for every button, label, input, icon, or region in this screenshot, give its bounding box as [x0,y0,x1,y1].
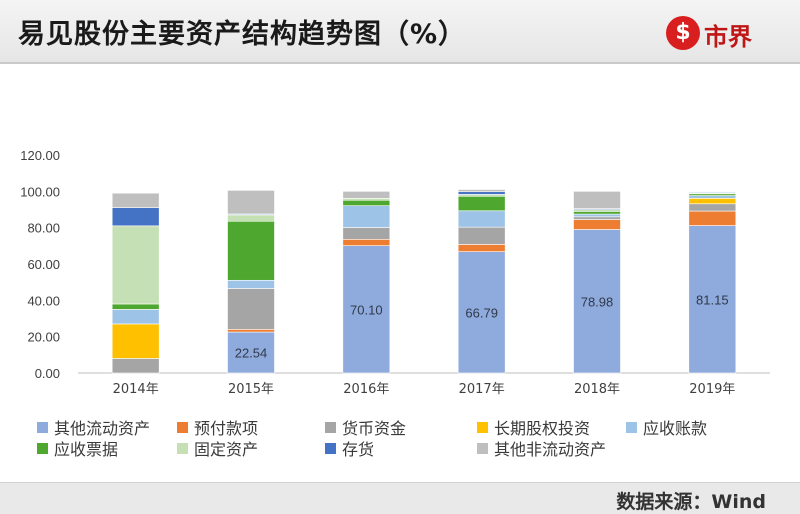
x-tick-label: 2017年 [459,382,505,397]
y-tick-label: 120.00 [20,148,60,163]
legend-item: 预付款项 [177,417,259,438]
data-label: 81.15 [696,292,729,307]
footer: 数据来源：Wind [0,482,800,514]
legend-label: 固定资产 [194,440,259,459]
bar-segment [457,244,506,252]
logo-text: 市界 [704,23,752,51]
y-tick-label: 20.00 [27,330,60,345]
bar-segment [457,226,506,245]
data-label: 22.54 [235,346,268,361]
legend-swatch [626,421,637,433]
bar-segment [342,238,391,246]
legend-item: 应收账款 [626,417,708,438]
legend-label: 其他非流动资产 [494,440,607,459]
legend-swatch [477,421,488,433]
x-tick-label: 2014年 [113,382,159,397]
x-tick-label: 2015年 [228,382,274,397]
bar-segment [342,205,391,228]
legend-item: 货币资金 [325,417,407,438]
legend-swatch [325,421,336,433]
data-label: 78.98 [581,294,614,309]
y-tick-label: 100.00 [20,184,60,199]
data-label: 66.79 [465,305,498,320]
bar-segment [688,191,737,193]
bar-segment [342,191,391,199]
bar-segment [457,189,506,193]
logo-mark-icon: $ [666,16,700,50]
bar-segment [227,190,275,215]
legend-swatch [325,442,336,454]
legend-label: 货币资金 [342,419,407,438]
legend-swatch [477,442,488,454]
bar-segment [342,227,391,240]
legend-label: 长期股权投资 [494,419,591,438]
header-divider [0,62,800,64]
bar-segment [111,323,160,359]
legend-swatch [177,421,188,433]
legend-label: 预付款项 [194,419,259,438]
legend-label: 其他流动资产 [54,419,151,438]
bar-segment [573,191,621,209]
legend-item: 其他非流动资产 [477,438,607,459]
bar-segment [227,214,275,222]
legend-item: 其他流动资产 [37,417,151,438]
bar-segment [457,191,506,195]
bar-segment [457,210,506,228]
legend-label: 应收账款 [643,419,708,438]
bar-segment [111,303,160,310]
data-source: 数据来源：Wind [616,491,766,513]
bar-segment [573,211,621,215]
bar-segment [342,245,391,374]
bar-segment [688,210,737,226]
x-tick-label: 2018年 [574,382,620,397]
bar-segment [573,219,621,230]
bar-segment [227,331,275,374]
legend-label: 存货 [342,440,375,459]
header: 易见股份主要资产结构趋势图（%） $ 市界 [0,0,800,62]
x-tick-label: 2019年 [689,382,735,397]
bar-segment [227,220,275,281]
legend-swatch [177,442,188,454]
y-tick-label: 60.00 [27,257,60,272]
legend-item: 应收票据 [37,438,119,459]
y-tick-label: 80.00 [27,221,60,236]
bar-segment [111,358,160,374]
bar-segment [227,279,275,289]
bar-segment [688,195,737,199]
data-label: 70.10 [350,302,383,317]
bar-segment [342,199,391,206]
page-title: 易见股份主要资产结构趋势图（%） [18,19,467,50]
legend-item: 存货 [325,438,375,459]
bar-segment [457,195,506,212]
bar-segment [227,329,275,333]
bar-segment [227,288,275,330]
bar-segment [111,225,160,305]
bar-segment [111,192,160,208]
y-tick-label: 40.00 [27,293,60,308]
bar-segment [573,213,621,218]
legend-label: 应收票据 [54,440,119,459]
brand-logo: $ 市界 [666,16,776,54]
bar-segment [688,198,737,205]
legend-item: 固定资产 [177,438,259,459]
legend-swatch [37,421,48,433]
bar-segment [573,216,621,220]
stacked-bar-chart: 0.00 20.00 40.00 60.00 80.00 100.00 120.00 2014… [20,148,770,397]
y-tick-label: 0.00 [35,366,60,381]
x-tick-label: 2016年 [343,382,389,397]
bar-segment [111,309,160,325]
bar-segment [111,207,160,227]
legend-item: 长期股权投资 [477,417,591,438]
bar-segment [457,251,506,374]
legend-swatch [37,442,48,454]
bar-segment [688,203,737,212]
